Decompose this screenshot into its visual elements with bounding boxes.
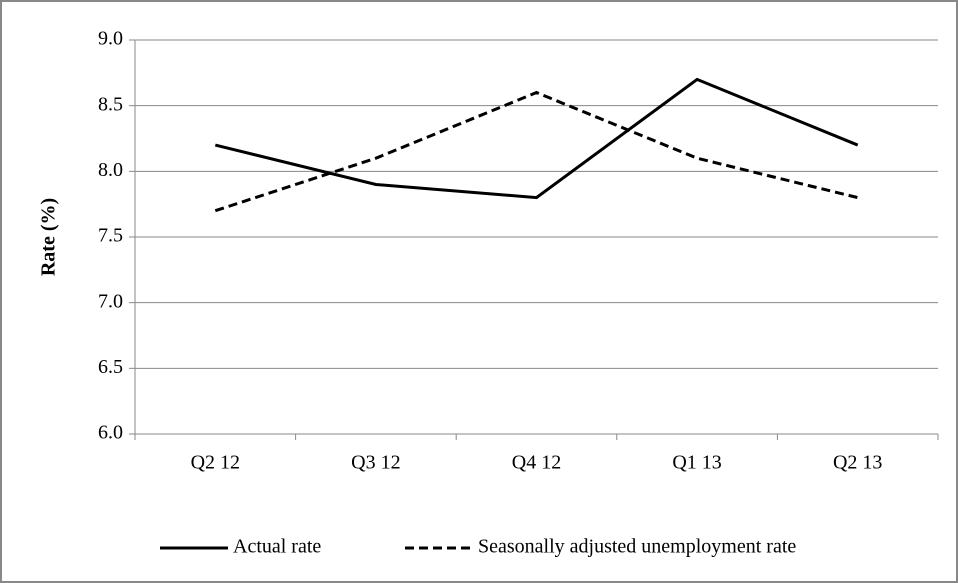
y-tick-label: 7.5 <box>98 225 123 247</box>
x-tick-label: Q2 13 <box>833 452 882 474</box>
legend-label: Actual rate <box>233 536 321 558</box>
series-line <box>214 90 859 213</box>
x-tick-label: Q1 13 <box>672 452 721 474</box>
legend-label: Seasonally adjusted unemployment rate <box>478 536 796 558</box>
y-tick-label: 7.0 <box>98 290 123 312</box>
y-tick-label: 6.0 <box>98 422 123 444</box>
y-tick-label: 8.5 <box>98 93 123 115</box>
x-tick-label: Q3 12 <box>351 452 400 474</box>
x-tick-label: Q4 12 <box>512 452 561 474</box>
y-tick-label: 6.5 <box>98 356 123 378</box>
y-axis-label: Rate (%) <box>38 198 60 276</box>
series-line <box>214 77 859 200</box>
y-tick-label: 9.0 <box>98 28 123 50</box>
y-tick-label: 8.0 <box>98 159 123 181</box>
x-tick-label: Q2 12 <box>191 452 240 474</box>
